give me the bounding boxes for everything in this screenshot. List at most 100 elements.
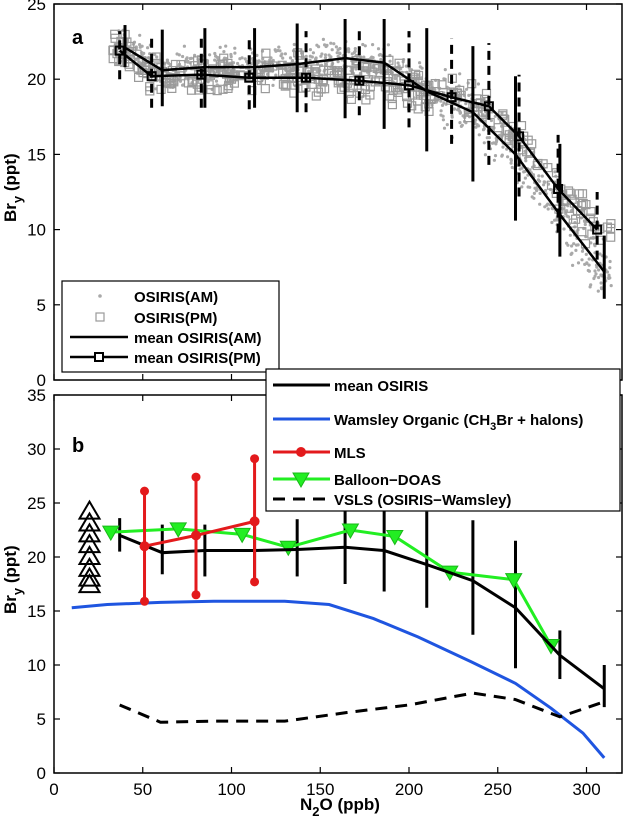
scatter-am-point [443,68,447,72]
legend-a: OSIRIS(AM) OSIRIS(PM) mean OSIRIS(AM) mean … [61,280,280,373]
scatter-am-point [362,55,366,59]
scatter-am-point [307,69,311,73]
scatter-am-point [308,58,312,62]
scatter-am-point [229,55,233,59]
scatter-pm-square [481,88,492,99]
scatter-am-point [511,145,515,149]
marker-balloon-doas [169,522,188,538]
line-mean-am [124,46,606,273]
ytick-label-a: 10 [27,221,46,240]
scatter-am-point [283,52,287,56]
scatter-am-point [371,56,375,60]
scatter-am-point [532,191,537,195]
scatter-pm-square [369,62,379,72]
marker-triangle [77,511,102,532]
scatter-pm-square [372,63,382,74]
scatter-am-point [240,56,244,60]
marker-mean-pm [354,75,365,86]
scatter-am-point [485,136,489,140]
scatter-am-point [317,45,321,49]
scatter-am-point [311,51,315,55]
scatter-pm-square [167,83,177,94]
scatter-am-point [363,44,367,48]
scatter-am-point [273,48,277,52]
scatter-am-point [565,214,569,218]
scatter-am-point [166,61,170,65]
scatter-am-point [332,42,336,46]
scatter-am-point [500,131,504,135]
scatter-pm-square [226,74,237,84]
scatter-am-point [450,115,454,119]
marker-triangle [77,522,102,543]
marker-mean-pm [553,183,564,194]
scatter-am-point [361,42,365,47]
scatter-am-point [313,67,317,71]
scatter-am-point [441,118,445,122]
scatter-am-point [587,257,591,261]
legend-b-triangle [292,472,310,489]
scatter-pm-square [132,49,142,59]
scatter-am-point [321,37,325,42]
scatter-am-point [583,222,587,227]
scatter-am-point [323,53,328,57]
scatter-am-point [418,65,422,69]
scatter-am-point [178,79,183,83]
scatter-am-point [542,180,546,184]
scatter-pm-square [493,123,503,133]
legend-b-label-text: Balloon−DOAS [334,472,441,489]
scatter-pm-square [564,203,574,213]
scatter-am-point [379,57,383,62]
scatter-am-point [492,158,496,162]
scatter-am-point [596,289,600,293]
xlabel-b-tail: O (ppb) [320,795,380,814]
scatter-am-point [336,60,340,64]
ytick-label-b: 35 [27,386,46,405]
scatter-pm-square [565,188,575,198]
xtick-label-b: 200 [395,780,423,799]
scatter-am-point [386,43,390,47]
scatter-am-point [506,155,510,159]
legend-b-label: Wamsley Organic (CH3Br + halons) [334,412,583,433]
marker-mls-low [250,577,260,587]
scatter-am-point [346,47,350,51]
scatter-am-point [334,45,338,49]
scatter-am-point [278,49,282,53]
scatter-am-point [565,241,569,245]
scatter-am-point [138,33,142,37]
scatter-am-point [493,114,497,118]
scatter-am-point [439,99,443,103]
scatter-am-point [550,220,554,225]
scatter-am-point [543,205,547,209]
scatter-am-point [607,273,611,277]
scatter-am-point [388,59,392,63]
scatter-am-point [576,243,580,247]
scatter-am-point [593,269,597,273]
marker-mean-pm [514,131,525,142]
scatter-am-point [458,111,462,115]
ytick-label-b: 20 [27,548,46,567]
scatter-am-point [483,153,487,157]
scatter-pm-square [402,91,412,102]
scatter-am-point [347,50,351,54]
scatter-am-point [582,219,587,223]
scatter-am-point [475,123,479,127]
scatter-am-point [216,56,220,60]
scatter-pm-square [110,33,120,43]
marker-balloon-doas [504,573,523,589]
scatter-am-point [608,266,612,270]
scatter-am-point [214,79,219,83]
scatter-am-point [465,87,469,91]
scatter-am-point [493,154,498,158]
scatter-am-point [538,191,542,195]
scatter-am-point [546,207,550,211]
xtick-label-b: 50 [133,780,152,799]
marker-mean-pm [592,224,603,235]
scatter-pm-square [260,83,270,94]
scatter-am-point [224,44,228,48]
scatter-am-point [315,69,319,73]
scatter-am-point [586,268,590,273]
scatter-am-point [580,258,584,262]
scatter-am-point [182,44,186,48]
line-vsls [119,691,605,724]
